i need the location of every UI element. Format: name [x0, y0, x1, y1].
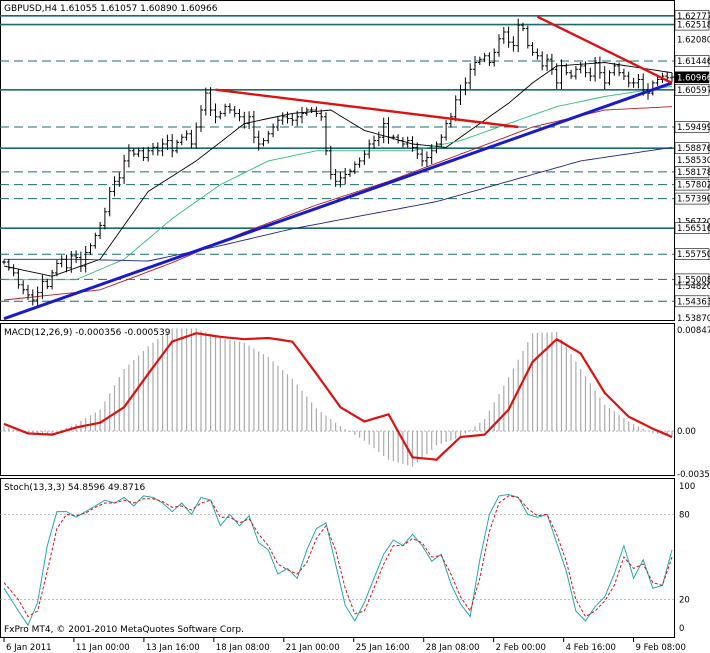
- resistance-trendline[interactable]: [215, 88, 519, 129]
- moving-averages: [3, 62, 673, 301]
- price-level-box: [674, 166, 710, 178]
- price-level-box: [674, 248, 710, 260]
- stoch-series: [0, 493, 674, 627]
- price-axis-label: 1.62080: [677, 36, 710, 46]
- price-axis-label: 1.57390: [677, 195, 710, 205]
- price-level-box: [674, 18, 710, 31]
- price-axis-label: 1.57802: [677, 181, 710, 191]
- macd-pane-frame: [0, 323, 675, 476]
- price-axis-label: 1.59499: [677, 123, 710, 133]
- moving-average-navy: [4, 146, 673, 262]
- macd-axis-label: -0.00356: [677, 470, 710, 480]
- price-level-box: [674, 178, 710, 191]
- support-trendline[interactable]: [3, 81, 673, 321]
- price-axis-label: 1.54363: [677, 297, 710, 307]
- price-axis-label: 1.58178: [677, 168, 710, 178]
- price-level-box: [674, 222, 710, 234]
- price-axis-label: 1.58530: [677, 156, 710, 166]
- time-axis-label: 21 Jan 00:00: [286, 643, 340, 653]
- candlesticks[interactable]: [2, 18, 674, 306]
- current-price-box: [674, 71, 710, 84]
- macd-signal-line: [3, 332, 673, 461]
- time-axis-label: 9 Feb 08:00: [636, 643, 686, 653]
- moving-average-black: [3, 62, 673, 277]
- time-axis-label: 2 Feb 00:00: [496, 643, 546, 653]
- stoch-main-line: [3, 493, 673, 627]
- price-axis-label: 1.62518: [677, 21, 710, 31]
- price-axis-label: 1.61446: [677, 57, 710, 67]
- price-axis-label: 1.53870: [677, 314, 710, 324]
- stoch-axis-label: 100: [679, 482, 695, 492]
- resistance-trendline[interactable]: [536, 15, 673, 84]
- stoch-title: Stoch(13,3,3) 54.8596 49.8716: [4, 483, 145, 493]
- time-axis-label: 25 Jan 16:00: [356, 643, 410, 653]
- main-pane-frame: [0, 0, 675, 321]
- time-axis-label: 18 Jan 08:00: [216, 643, 270, 653]
- current-price-label: 1.60966: [677, 73, 710, 83]
- price-level-box: [674, 273, 710, 286]
- price-level-box: [674, 55, 710, 67]
- moving-average-darkred: [3, 106, 673, 301]
- price-axis-label: 1.54820: [677, 282, 710, 292]
- stoch-axis-label: 20: [679, 596, 690, 606]
- macd-axis-label: 0.00847: [677, 326, 710, 336]
- price-level-box: [674, 192, 710, 205]
- trendlines[interactable]: [3, 15, 673, 321]
- time-axis-label: 11 Jan 00:00: [76, 643, 130, 653]
- price-level-box: [674, 84, 710, 96]
- price-axis-label: 1.55008: [677, 275, 710, 285]
- main-title: GBPUSD,H4 1.61055 1.61057 1.60890 1.6096…: [4, 4, 218, 14]
- price-level-box: [674, 142, 710, 154]
- stoch-axis: 100 80 20 0: [679, 482, 695, 634]
- stoch-axis-label: 80: [679, 510, 690, 520]
- price-level-box: [674, 121, 710, 133]
- macd-title: MACD(12,26,9) -0.000356 -0.000539: [4, 328, 171, 338]
- time-axis-label: 6 Jan 2011: [6, 643, 52, 653]
- price-axis-label: 1.55750: [677, 250, 710, 260]
- price-level-box: [674, 295, 710, 308]
- time-axis-label: 4 Feb 16:00: [566, 643, 616, 653]
- price-axis-label: 1.60597: [677, 86, 710, 96]
- price-axis-label: 1.56720: [677, 217, 710, 227]
- copyright-label: FxPro MT4, © 2001-2010 MetaQuotes Softwa…: [4, 625, 244, 635]
- price-axis-label: 1.62777: [677, 12, 710, 22]
- macd-axis: 0.00847 0.00 -0.00356: [677, 326, 710, 480]
- stoch-axis-label: 0: [679, 624, 684, 634]
- time-axis-label: 28 Jan 08:00: [426, 643, 480, 653]
- time-axis: 6 Jan 2011 11 Jan 00:00 13 Jan 16:00 18 Jan…: [3, 638, 686, 653]
- moving-average-green: [4, 85, 673, 281]
- time-axis-label: 13 Jan 16:00: [146, 643, 200, 653]
- macd-axis-label: 0.00: [677, 427, 696, 437]
- price-axis-label: 1.58876: [677, 144, 710, 154]
- macd-series: [0, 328, 674, 467]
- stoch-signal-line: [3, 495, 673, 618]
- stoch-pane-frame: [0, 478, 675, 638]
- price-axis-label: 1.56516: [677, 224, 710, 234]
